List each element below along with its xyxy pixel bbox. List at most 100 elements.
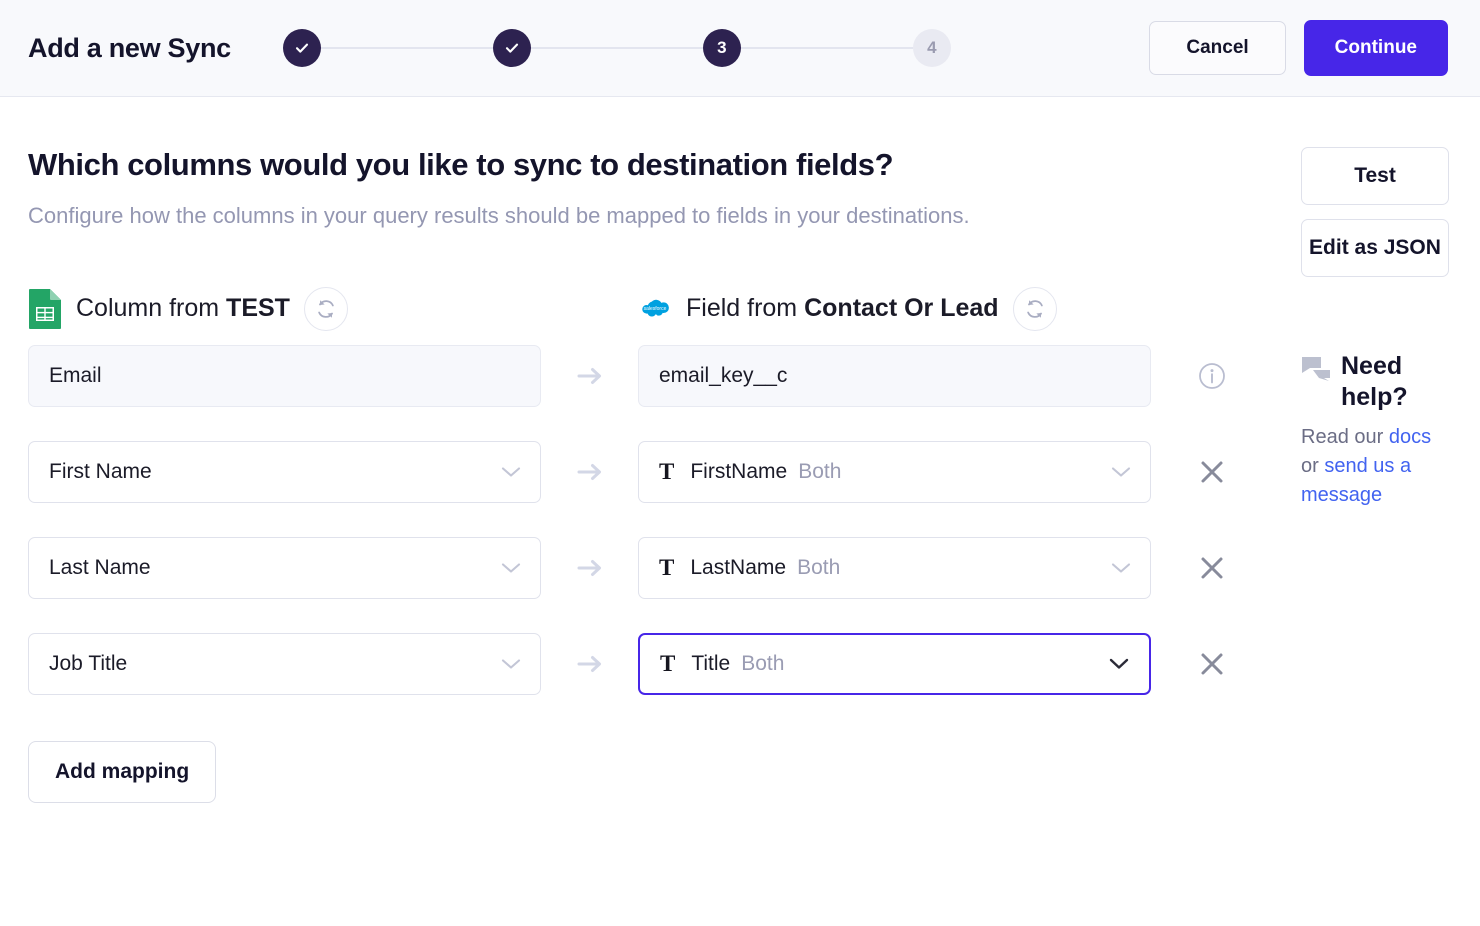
destination-column-header: salesforce Field from Contact Or Lead <box>638 286 1057 331</box>
section-description: Configure how the columns in your query … <box>28 203 970 228</box>
source-column-select[interactable]: First Name <box>28 440 541 503</box>
mapping-arrow <box>541 557 638 579</box>
step-connector-2 <box>530 47 703 49</box>
check-icon <box>295 43 308 53</box>
section-heading: Which columns would you like to sync to … <box>28 147 894 182</box>
edit-as-json-button[interactable]: Edit as JSON <box>1301 219 1449 277</box>
source-column-label: Column from TEST <box>76 294 290 323</box>
table-row: Last Name T LastName Both <box>28 536 1273 599</box>
arrow-right-icon <box>577 559 601 576</box>
mapping-arrow <box>541 653 638 675</box>
remove-mapping-button[interactable] <box>1196 648 1228 680</box>
text-type-icon: T <box>659 555 675 581</box>
chevron-down-icon <box>501 467 521 477</box>
side-rail: Test Edit as JSON Need help? Read our do… <box>1301 97 1456 803</box>
help-header: Need help? <box>1301 351 1456 414</box>
help-text: Read our docs or send us a message <box>1301 423 1451 510</box>
destination-field-value: email_key__c <box>659 363 788 387</box>
destination-name: Contact Or Lead <box>804 294 999 323</box>
chevron-down-icon <box>1111 563 1131 573</box>
close-icon <box>1201 557 1223 579</box>
help-section: Need help? Read our docs or send us a me… <box>1301 351 1456 510</box>
step-connector-1 <box>320 47 493 49</box>
page-title: Add a new Sync <box>28 32 231 63</box>
row-end-action <box>1151 648 1273 680</box>
step-2-done[interactable] <box>492 29 531 67</box>
table-row: Email email_key__c <box>28 344 1273 407</box>
refresh-icon <box>318 300 334 318</box>
step-3-current[interactable]: 3 <box>702 29 741 67</box>
arrow-right-icon <box>577 655 601 672</box>
info-icon[interactable] <box>1197 361 1227 391</box>
add-mapping-button[interactable]: Add mapping <box>28 740 217 803</box>
test-button[interactable]: Test <box>1301 147 1449 205</box>
refresh-source-button[interactable] <box>303 286 348 331</box>
text-type-icon: T <box>659 459 675 485</box>
arrow-right-icon <box>577 367 601 384</box>
source-column-value: First Name <box>49 459 152 483</box>
source-column-value: Job Title <box>49 651 128 675</box>
help-middle: or <box>1301 454 1325 477</box>
send-message-link[interactable]: send us a message <box>1301 454 1412 506</box>
destination-field-mode: Both <box>741 651 785 675</box>
close-icon <box>1201 461 1223 483</box>
destination-field-value: LastName <box>690 555 787 579</box>
source-column-select: Email <box>28 344 541 407</box>
chevron-down-icon <box>501 563 521 573</box>
source-column-select[interactable]: Job Title <box>28 632 541 695</box>
destination-field-select: email_key__c <box>638 344 1151 407</box>
step-progress: 3 4 <box>282 29 951 67</box>
remove-mapping-button[interactable] <box>1196 456 1228 488</box>
check-icon <box>505 43 518 53</box>
row-end-action <box>1151 456 1273 488</box>
table-row: Job Title T Title Both <box>28 632 1273 695</box>
row-end-action <box>1151 552 1273 584</box>
page-body: Which columns would you like to sync to … <box>0 97 1480 803</box>
table-row: First Name T FirstName Both <box>28 440 1273 503</box>
source-name: TEST <box>226 294 290 323</box>
source-column-value: Last Name <box>49 555 151 579</box>
destination-field-value: FirstName <box>690 459 788 483</box>
source-column-value: Email <box>49 363 102 387</box>
destination-field-mode: Both <box>798 459 842 483</box>
chevron-down-icon <box>501 659 521 669</box>
source-prefix: Column from <box>76 294 227 323</box>
arrow-right-icon <box>577 463 601 480</box>
cancel-button[interactable]: Cancel <box>1149 21 1286 75</box>
help-lead: Read our <box>1301 425 1389 448</box>
destination-field-select[interactable]: T LastName Both <box>638 536 1151 599</box>
remove-mapping-button[interactable] <box>1196 552 1228 584</box>
mapping-rows: Email email_key__c <box>28 344 1273 695</box>
destination-field-mode: Both <box>797 555 841 579</box>
source-column-header: Column from TEST <box>28 286 638 331</box>
destination-column-label: Field from Contact Or Lead <box>686 294 999 323</box>
help-title: Need help? <box>1341 352 1408 412</box>
destination-field-select-focused[interactable]: T Title Both <box>638 632 1151 695</box>
step-1-done[interactable] <box>282 29 321 67</box>
continue-button[interactable]: Continue <box>1303 20 1448 76</box>
mapping-arrow <box>541 461 638 483</box>
destination-field-value: Title <box>691 651 731 675</box>
destination-prefix: Field from <box>686 294 805 323</box>
google-sheets-icon <box>29 288 61 329</box>
refresh-icon <box>1026 300 1043 318</box>
wizard-header: Add a new Sync 3 4 Cancel Continue <box>0 0 1480 97</box>
text-type-icon: T <box>660 651 676 677</box>
mapping-arrow <box>541 365 638 387</box>
salesforce-icon: salesforce <box>642 299 669 317</box>
docs-link[interactable]: docs <box>1388 425 1432 448</box>
chevron-down-icon <box>1109 659 1129 670</box>
row-end-action <box>1151 361 1273 391</box>
chevron-down-icon <box>1111 467 1131 477</box>
mapping-main: Which columns would you like to sync to … <box>28 97 1273 803</box>
step-4-upcoming[interactable]: 4 <box>912 29 951 67</box>
chat-bubble-icon <box>1302 357 1330 381</box>
close-icon <box>1201 653 1223 675</box>
refresh-destination-button[interactable] <box>1012 286 1057 331</box>
column-headers: Column from TEST salesforce <box>28 286 1273 331</box>
source-column-select[interactable]: Last Name <box>28 536 541 599</box>
header-actions: Cancel Continue <box>1149 20 1448 76</box>
step-connector-3 <box>740 47 913 49</box>
destination-field-select[interactable]: T FirstName Both <box>638 440 1151 503</box>
svg-text:salesforce: salesforce <box>644 306 667 312</box>
